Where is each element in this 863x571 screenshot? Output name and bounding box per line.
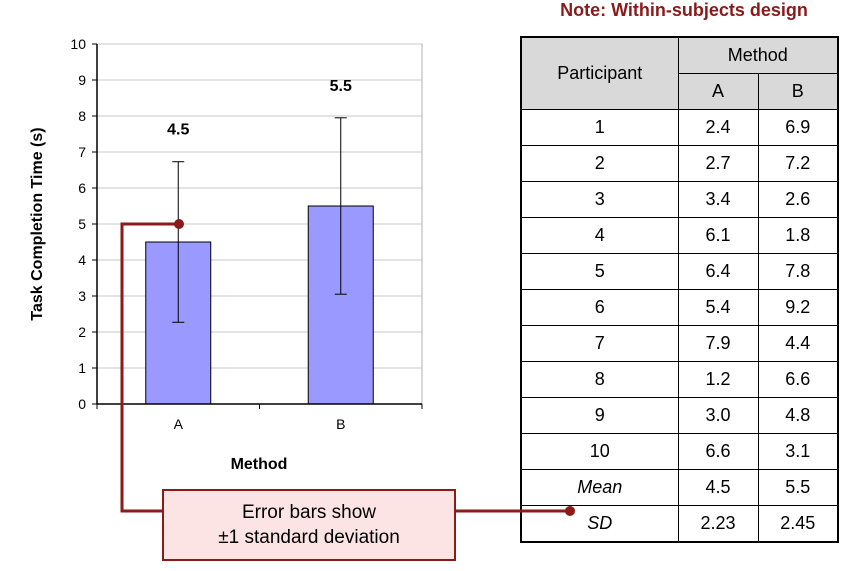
participant-header: Participant xyxy=(520,36,679,110)
data-table: Participant Method A B 1 2.4 6.9 2 2.7 7.2 3… xyxy=(520,36,840,543)
method-a-cell: 2.7 xyxy=(677,145,759,182)
method-a-cell: 6.4 xyxy=(677,253,759,290)
participant-cell: 9 xyxy=(520,397,679,434)
mean-row: Mean 4.5 5.5 xyxy=(520,469,839,506)
method-b-cell: 7.2 xyxy=(757,145,839,182)
method-b-cell: 1.8 xyxy=(757,217,839,254)
table-row: 10 6.6 3.1 xyxy=(520,433,839,470)
method-header: Method xyxy=(677,36,839,74)
mean-b-cell: 5.5 xyxy=(757,469,839,506)
method-b-cell: 6.6 xyxy=(757,361,839,398)
participant-cell: 6 xyxy=(520,289,679,326)
method-a-cell: 1.2 xyxy=(677,361,759,398)
participant-cell: 7 xyxy=(520,325,679,362)
x-tick-label-a: A xyxy=(174,416,184,432)
mean-label: Mean xyxy=(520,469,679,506)
method-a-cell: 2.4 xyxy=(677,109,759,146)
method-b-cell: 2.6 xyxy=(757,181,839,218)
participant-cell: 10 xyxy=(520,433,679,470)
method-a-header: A xyxy=(677,73,759,110)
sd-a-cell: 2.23 xyxy=(677,505,759,543)
chart-y-ticks: 0 1 2 3 4 5 6 7 8 9 10 xyxy=(70,36,97,412)
sd-row: SD 2.23 2.45 xyxy=(520,505,839,543)
method-a-cell: 5.4 xyxy=(677,289,759,326)
participant-cell: 2 xyxy=(520,145,679,182)
y-tick-label: 3 xyxy=(78,288,86,304)
table-row: 4 6.1 1.8 xyxy=(520,217,839,254)
method-a-cell: 3.4 xyxy=(677,181,759,218)
method-b-cell: 7.8 xyxy=(757,253,839,290)
table-row: 3 3.4 2.6 xyxy=(520,181,839,218)
y-tick-label: 0 xyxy=(78,396,86,412)
method-b-cell: 9.2 xyxy=(757,289,839,326)
participant-cell: 5 xyxy=(520,253,679,290)
y-axis-label: Task Completion Time (s) xyxy=(29,127,46,320)
error-bar-callout: Error bars show ±1 standard deviation xyxy=(162,489,456,561)
y-tick-label: 8 xyxy=(78,108,86,124)
y-tick-label: 10 xyxy=(70,36,86,52)
y-tick-label: 1 xyxy=(78,360,86,376)
table-row: 8 1.2 6.6 xyxy=(520,361,839,398)
callout-line-2: ±1 standard deviation xyxy=(218,527,400,548)
method-b-cell: 4.4 xyxy=(757,325,839,362)
y-tick-label: 2 xyxy=(78,324,86,340)
table-row: 2 2.7 7.2 xyxy=(520,145,839,182)
chart-data-labels: 4.5 5.5 xyxy=(167,78,352,139)
mean-a-cell: 4.5 xyxy=(677,469,759,506)
y-tick-label: 6 xyxy=(78,180,86,196)
sd-label: SD xyxy=(520,505,679,543)
participant-cell: 4 xyxy=(520,217,679,254)
method-a-cell: 3.0 xyxy=(677,397,759,434)
table-row: 9 3.0 4.8 xyxy=(520,397,839,434)
method-b-cell: 4.8 xyxy=(757,397,839,434)
table-row: 6 5.4 9.2 xyxy=(520,289,839,326)
participant-cell: 8 xyxy=(520,361,679,398)
y-tick-label: 5 xyxy=(78,216,86,232)
method-a-cell: 6.6 xyxy=(677,433,759,470)
method-a-cell: 6.1 xyxy=(677,217,759,254)
participant-cell: 3 xyxy=(520,181,679,218)
y-tick-label: 4 xyxy=(78,252,86,268)
callout-line-1: Error bars show xyxy=(241,502,377,523)
method-b-cell: 6.9 xyxy=(757,109,839,146)
data-label-a: 4.5 xyxy=(167,122,189,139)
participant-cell: 1 xyxy=(520,109,679,146)
table-row: 5 6.4 7.8 xyxy=(520,253,839,290)
sd-b-cell: 2.45 xyxy=(757,505,839,543)
method-a-cell: 7.9 xyxy=(677,325,759,362)
table-row: 1 2.4 6.9 xyxy=(520,109,839,146)
x-axis-label: Method xyxy=(231,456,288,473)
method-b-header: B xyxy=(757,73,839,110)
method-b-cell: 3.1 xyxy=(757,433,839,470)
y-tick-label: 9 xyxy=(78,72,86,88)
design-note: Note: Within-subjects design xyxy=(560,0,808,20)
data-label-b: 5.5 xyxy=(330,78,352,95)
table-row: 7 7.9 4.4 xyxy=(520,325,839,362)
y-tick-label: 7 xyxy=(78,144,86,160)
x-tick-label-b: B xyxy=(336,416,345,432)
